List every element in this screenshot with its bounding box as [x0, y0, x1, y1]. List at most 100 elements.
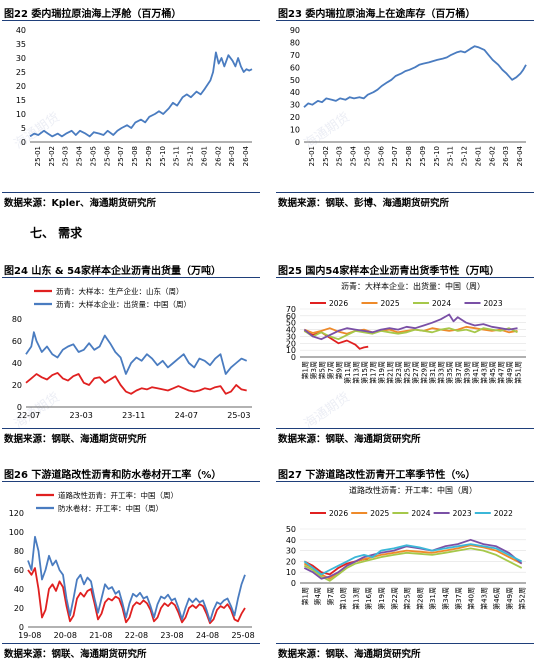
legend-label: 沥青：大样本：生产企业：山东（周）	[56, 286, 184, 296]
x-tick-label: 第15周	[360, 361, 369, 384]
y-tick-label: 60	[12, 337, 22, 346]
x-tick-label: 第19周	[377, 587, 386, 610]
x-tick-label: 第9周	[334, 361, 343, 379]
x-tick-label: 25-04	[76, 145, 84, 166]
x-tick-label: 第4周	[313, 587, 322, 605]
x-tick-label: 25-03	[227, 411, 250, 420]
series-line-2024	[303, 327, 518, 341]
x-tick-label: 21-08	[89, 631, 112, 640]
title-rule-24	[2, 277, 260, 278]
x-tick-label: 24-07	[175, 411, 198, 420]
y-tick-label: 15	[16, 96, 26, 105]
legend-label: 2026	[329, 509, 348, 518]
x-tick-label: 25-02	[48, 146, 56, 166]
x-tick-label: 第10周	[339, 587, 348, 610]
chart-panel-27: 图27 下游道路改性沥青开工率季节性（%） 0 10 20 30 40 50 第1周 第4周第…	[274, 462, 536, 662]
x-tick-label: 第22周	[390, 587, 399, 610]
x-tick-label: 19-08	[18, 631, 41, 640]
series-line-0	[29, 51, 253, 138]
x-tick-label: 第46周	[492, 587, 501, 610]
y-tick-label: 35	[16, 40, 26, 49]
chart-title-26: 图26 下游道路改性沥青和防水卷材开工率（%）	[4, 470, 222, 481]
y-tick-label: 60	[290, 63, 300, 72]
chart-panel-24: 图24 山东 & 54家样本企业沥青出货量（万吨） 0 20 40 60 80 22-07…	[0, 258, 262, 448]
y-tick-label: 40	[286, 536, 296, 545]
x-tick-label: 20-08	[54, 631, 77, 640]
chart-22: 0 5 10 15 20 25 30 35 40 25-01 25-02 25-03 25-04 25-0…	[16, 26, 253, 166]
y-tick-label: 40	[290, 88, 300, 97]
chart-23: 0 10 20 30 40 50 60 70 80 90 25-01 25-02 25-03 25-04 2…	[290, 26, 527, 166]
source-rule-23	[276, 192, 534, 193]
x-tick-label: 22-08	[125, 631, 148, 640]
y-tick-label: 10	[290, 126, 300, 135]
y-tick-label: 50	[286, 525, 296, 534]
x-tick-label: 第23周	[394, 361, 403, 384]
y-tick-label: 30	[290, 101, 300, 110]
x-tick-label: 25-06	[103, 145, 111, 166]
x-tick-label: 第40周	[467, 587, 476, 610]
x-tick-label: 第17周	[368, 361, 377, 384]
y-tick-label: 10	[286, 346, 296, 355]
legend-label: 2023	[453, 509, 472, 518]
y-tick-label: 0	[295, 138, 300, 147]
y-tick-label: 20	[286, 339, 296, 348]
y-tick-label: 30	[286, 332, 296, 341]
y-tick-label: 0	[291, 579, 296, 588]
chart-source-25: 数据来源：钢联、海通期货研究所	[278, 434, 421, 445]
x-tick-label: 第19周	[377, 361, 386, 384]
y-tick-label: 30	[16, 54, 26, 63]
y-tick-label: 40	[14, 585, 24, 594]
x-tick-label: 第37周	[454, 361, 463, 384]
chart-panel-22: 图22 委内瑞拉原油海上浮舱（百万桶） 0 5 10 15 20 25 30 35 40 25-0…	[0, 0, 262, 210]
x-tick-label: 25-05	[363, 146, 371, 166]
x-tick-label: 第34周	[441, 587, 450, 610]
chart-title-25: 图25 国内54家样本企业沥青出货季节性（万吨）	[278, 266, 500, 277]
y-tick-label: 5	[21, 124, 26, 133]
x-tick-label: 25-01	[34, 146, 42, 166]
x-tick-label: 第52周	[518, 587, 527, 610]
chart-title-22: 图22 委内瑞拉原油海上浮舱（百万桶）	[4, 9, 182, 20]
x-tick-label: 第1周	[300, 361, 309, 379]
y-tick-label: 20	[12, 381, 22, 390]
legend-label: 2024	[432, 299, 451, 308]
y-tick-label: 50	[290, 76, 300, 85]
legend-label: 2024	[411, 509, 430, 518]
chart-source-23: 数据来源：钢联、彭博、海通期货研究所	[278, 198, 450, 209]
y-tick-label: 60	[286, 312, 296, 321]
legend-label: 2025	[381, 299, 400, 308]
y-tick-label: 40	[286, 326, 296, 335]
x-tick-label: 第25周	[403, 587, 412, 610]
y-tick-label: 20	[14, 604, 24, 613]
x-tick-label: 第11周	[343, 361, 352, 384]
series-line-0	[303, 45, 527, 108]
series-line-2023	[303, 313, 518, 341]
series-line-2023	[303, 538, 523, 580]
x-tick-label: 25-02	[322, 146, 330, 166]
chart-source-27: 数据来源：钢联、海通期货研究所	[278, 649, 421, 660]
chart-source-22: 数据来源：Kpler、海通期货研究所	[4, 198, 157, 209]
x-tick-label: 22-07	[17, 411, 40, 420]
x-tick-label: 第51周	[513, 361, 522, 384]
x-tick-label: 25-11	[173, 146, 181, 166]
x-tick-label: 26-02	[214, 146, 222, 166]
y-tick-label: 0	[17, 403, 22, 412]
x-tick-label: 第31周	[428, 361, 437, 384]
y-tick-label: 30	[286, 547, 296, 556]
x-tick-label: 24-08	[196, 631, 219, 640]
source-rule-27	[276, 643, 534, 644]
x-tick-label: 第33周	[437, 361, 446, 384]
x-tick-label: 26-03	[228, 146, 236, 166]
x-tick-label: 第16周	[364, 587, 373, 610]
chart-26: 0 20 40 60 80 100 120 19-08 20-08 21-08 22-08 23-08…	[9, 490, 255, 640]
x-tick-label: 第43周	[479, 361, 488, 384]
x-tick-label: 25-08	[405, 146, 413, 166]
series-line-2022	[303, 543, 523, 576]
title-rule-22	[2, 20, 260, 21]
x-tick-label: 第5周	[317, 361, 326, 379]
y-tick-label: 20	[290, 113, 300, 122]
x-tick-label: 第47周	[496, 361, 505, 384]
title-rule-23	[276, 20, 534, 21]
chart-24: 0 20 40 60 80 22-07 23-03 23-11 24-07 25-03 沥青：大样本…	[12, 286, 252, 420]
